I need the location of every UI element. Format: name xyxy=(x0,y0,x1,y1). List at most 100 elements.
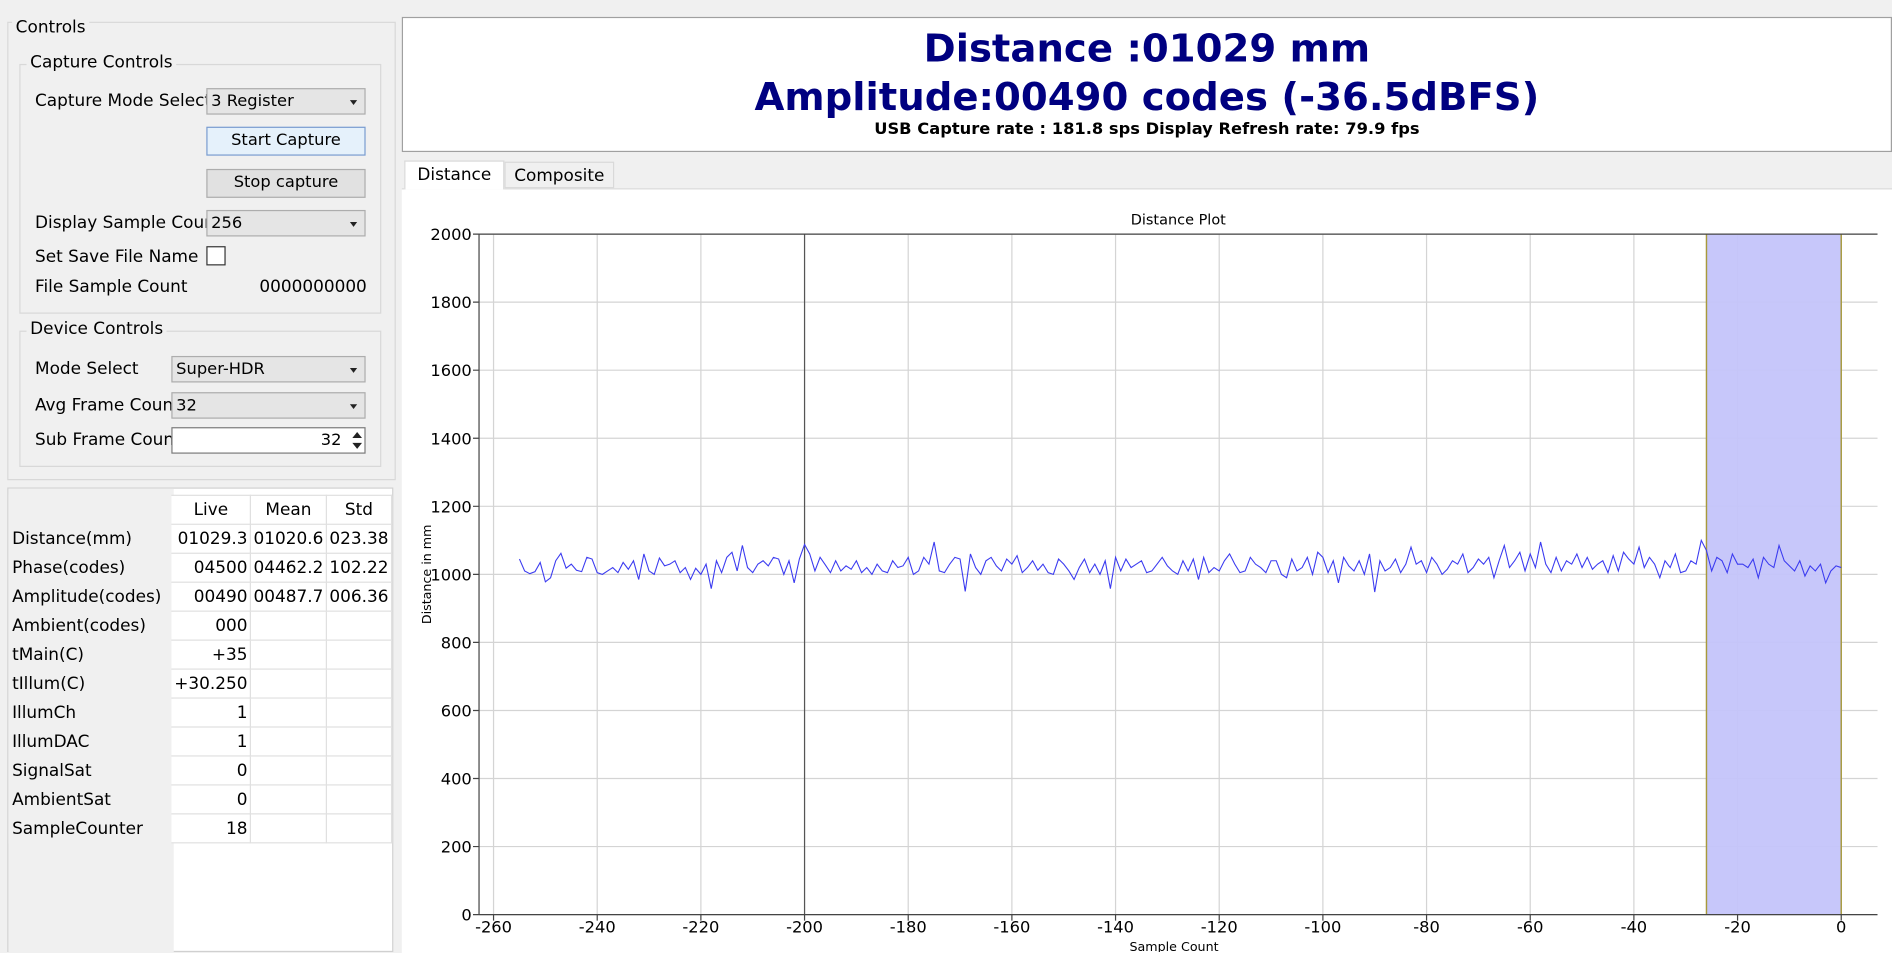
x-axis-label: Sample Count xyxy=(1130,939,1219,952)
table-cell: +30.250 xyxy=(170,668,252,699)
row-header: Ambient(codes) xyxy=(8,610,172,641)
rate-readout: USB Capture rate : 181.8 sps Display Ref… xyxy=(874,119,1420,139)
y-axis-label: Distance in mm xyxy=(419,525,434,625)
table-row: AmbientSat 0 xyxy=(8,784,393,815)
table-cell xyxy=(325,813,393,844)
y-tick-label: 200 xyxy=(441,838,472,857)
sample-count-combo[interactable]: 256 xyxy=(206,209,366,237)
label: Avg Frame Count xyxy=(34,395,180,416)
x-tick-label: 0 xyxy=(1836,918,1846,937)
y-tick-label: 0 xyxy=(461,906,471,925)
file-count-value: 0000000000 xyxy=(259,277,367,297)
table-cell: 006.36 xyxy=(325,581,393,612)
x-tick-label: -100 xyxy=(1304,918,1341,937)
row-header: Amplitude(codes) xyxy=(8,581,172,612)
group-title: Controls xyxy=(12,18,90,38)
label: Mode Select xyxy=(34,359,139,379)
table-cell xyxy=(249,784,327,815)
table-row: tIllum(C) +30.250 xyxy=(8,668,393,699)
table-cell: 102.22 xyxy=(325,552,393,583)
mode-combo[interactable]: Super-HDR xyxy=(171,355,366,383)
row-header: Phase(codes) xyxy=(8,552,172,583)
row-header: AmbientSat xyxy=(8,784,172,815)
y-tick-label: 1400 xyxy=(430,429,471,448)
x-tick-label: -240 xyxy=(579,918,616,937)
distance-readout: Distance :01029 mm xyxy=(923,25,1371,72)
table-row: IllumCh 1 xyxy=(8,697,393,728)
chart-title: Distance Plot xyxy=(1131,212,1226,228)
start-button[interactable]: Start Capture xyxy=(206,126,366,156)
x-tick-label: -140 xyxy=(1097,918,1134,937)
avg-combo[interactable]: 32 xyxy=(171,392,366,419)
label: Set Save File Name xyxy=(34,247,199,267)
table-row: Phase(codes) 04500 04462.2 102.22 xyxy=(8,552,393,583)
status-header: Distance :01029 mm Amplitude:00490 codes… xyxy=(401,16,1892,153)
table-cell xyxy=(249,697,327,728)
row-header: tMain(C) xyxy=(8,639,172,670)
row-header: IllumCh xyxy=(8,697,172,728)
table-cell xyxy=(325,610,393,641)
x-tick-label: -80 xyxy=(1413,918,1440,937)
row-header: tIllum(C) xyxy=(8,668,172,699)
table-row: IllumDAC 1 xyxy=(8,726,393,757)
stats-panel: Live Mean Std Distance(mm) 01029.3 01020.6 023… xyxy=(7,487,394,953)
x-tick-label: -60 xyxy=(1517,918,1544,937)
y-tick-label: 1600 xyxy=(430,361,471,380)
spin-down[interactable] xyxy=(352,442,362,449)
y-tick-label: 1000 xyxy=(430,565,471,584)
tab-distance[interactable]: Distance xyxy=(404,160,505,190)
capture-mode-combo[interactable]: 3 Register xyxy=(206,88,366,115)
table-cell xyxy=(325,784,393,815)
table-cell xyxy=(325,697,393,728)
x-tick-label: -200 xyxy=(786,918,823,937)
y-tick-label: 800 xyxy=(441,633,472,652)
table-cell xyxy=(325,639,393,670)
table-cell xyxy=(249,813,327,844)
header-row: Live Mean Std xyxy=(8,494,393,525)
data-line xyxy=(518,538,1842,593)
x-tick-label: -180 xyxy=(890,918,927,937)
tab-composite[interactable]: Composite xyxy=(504,161,615,189)
table-cell xyxy=(325,668,393,699)
label: Sub Frame Count xyxy=(34,430,181,451)
column-header: Std xyxy=(325,494,393,525)
label: Capture Mode Select xyxy=(34,91,212,112)
column-header: Mean xyxy=(249,494,327,525)
x-tick-label: -120 xyxy=(1201,918,1238,937)
sub-frame-spinbox[interactable]: 32 xyxy=(171,427,366,454)
row-header: Distance(mm) xyxy=(8,523,172,554)
table-cell: 023.38 xyxy=(325,523,393,554)
table-cell: 04462.2 xyxy=(249,552,327,583)
capture-group xyxy=(19,63,382,314)
corner-cell xyxy=(8,494,172,525)
tab-pane xyxy=(401,188,1892,953)
table-cell xyxy=(249,755,327,786)
table-cell: 0 xyxy=(170,755,252,786)
y-tick-label: 1800 xyxy=(430,293,471,312)
table-cell xyxy=(325,755,393,786)
distance-chart: Distance Plot Distance in mm Sample Count 0… xyxy=(419,212,1878,952)
table-cell xyxy=(249,639,327,670)
row-header: IllumDAC xyxy=(8,726,172,757)
y-tick-label: 400 xyxy=(441,770,472,789)
amplitude-readout: Amplitude:00490 codes (-36.5dBFS) xyxy=(754,73,1540,120)
table-cell: 04500 xyxy=(170,552,252,583)
label: File Sample Count xyxy=(34,277,188,297)
table-cell: 01020.6 xyxy=(249,523,327,554)
table-cell: 00490 xyxy=(170,581,252,612)
highlight-region xyxy=(1706,234,1842,915)
y-tick-label: 600 xyxy=(441,701,472,720)
table-cell xyxy=(249,668,327,699)
spin-up[interactable] xyxy=(352,431,362,439)
table-cell: 000 xyxy=(170,610,252,641)
stats-table: Live Mean Std Distance(mm) 01029.3 01020.6 023… xyxy=(8,494,393,844)
save-checkbox[interactable] xyxy=(206,246,226,266)
y-tick-label: 2000 xyxy=(430,225,471,244)
table-cell xyxy=(325,726,393,757)
table-cell xyxy=(249,726,327,757)
table-row: Ambient(codes) 000 xyxy=(8,610,393,641)
table-cell: 1 xyxy=(170,697,252,728)
x-tick-label: -160 xyxy=(993,918,1030,937)
stop-button[interactable]: Stop capture xyxy=(206,168,366,198)
